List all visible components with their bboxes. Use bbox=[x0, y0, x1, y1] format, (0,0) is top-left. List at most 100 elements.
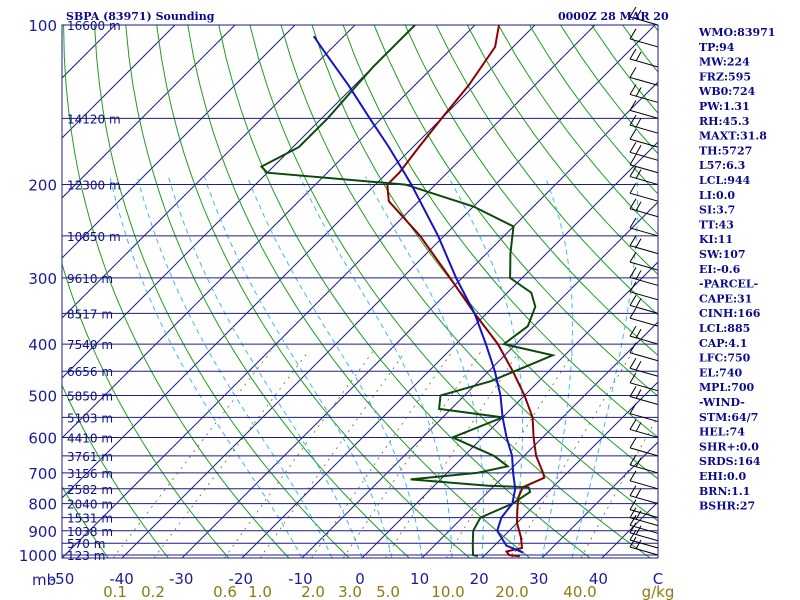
wind-barb-flag bbox=[635, 298, 642, 308]
wind-barb bbox=[629, 16, 659, 26]
wind-barb bbox=[629, 317, 659, 327]
wind-barb bbox=[629, 539, 659, 549]
temperature-tick-label: -10 bbox=[288, 570, 313, 588]
wind-barb-flag bbox=[629, 454, 637, 466]
mixing-ratio-tick-label: 5.0 bbox=[376, 583, 400, 600]
wind-barb bbox=[629, 164, 659, 174]
mixing-ratio-tick-label: 2.0 bbox=[301, 583, 325, 600]
wind-barb-flag bbox=[629, 128, 637, 140]
wind-barb-flag bbox=[629, 536, 637, 548]
stability-index: LCL:885 bbox=[699, 322, 750, 335]
temperature-tick-label: 0 bbox=[355, 570, 365, 588]
wind-barb-flag bbox=[629, 522, 637, 534]
stability-index: CINH:166 bbox=[699, 307, 761, 320]
wind-barb-flag bbox=[629, 386, 637, 397]
wind-barb-flag bbox=[629, 342, 637, 354]
wind-barb-flag bbox=[635, 457, 642, 468]
dry-adiabat-line bbox=[311, 25, 658, 480]
height-label: 1531 m bbox=[67, 512, 113, 526]
dry-adiabat-line bbox=[94, 25, 350, 558]
mixing-ratio-tick-label: 40.0 bbox=[563, 583, 596, 600]
isotherm-line bbox=[301, 201, 658, 558]
wind-barb-flag bbox=[629, 325, 637, 337]
wind-barb-flag bbox=[629, 470, 637, 482]
temperature-tick-label: 40 bbox=[589, 570, 608, 588]
wind-barb bbox=[629, 58, 659, 68]
dry-adiabat-line bbox=[404, 25, 658, 357]
height-label: 8517 m bbox=[67, 307, 113, 321]
stability-index: BRN:1.1 bbox=[699, 485, 750, 498]
wind-barb-flag bbox=[629, 251, 637, 263]
wind-barb bbox=[629, 447, 659, 457]
dry-adiabat-line bbox=[125, 25, 410, 558]
mixing-ratio-tick-label: 10.0 bbox=[431, 583, 464, 600]
stability-index: -PARCEL- bbox=[699, 278, 758, 291]
stability-index: LCL:944 bbox=[699, 174, 751, 187]
wind-barb-flag bbox=[629, 507, 637, 518]
height-label: 2040 m bbox=[67, 498, 113, 512]
pressure-tick-label: 400 bbox=[28, 336, 57, 354]
height-label: 2582 m bbox=[67, 483, 113, 497]
isotherm-line bbox=[181, 81, 658, 558]
wind-barb bbox=[629, 335, 659, 345]
wind-barb-flag bbox=[635, 510, 642, 520]
wind-barb-flag bbox=[635, 389, 642, 399]
height-label: 3156 m bbox=[67, 467, 113, 481]
height-label: 6656 m bbox=[67, 365, 113, 379]
temperature-tick-label: -50 bbox=[50, 570, 75, 588]
wind-barb-flag bbox=[635, 169, 642, 179]
pressure-tick-label: 200 bbox=[28, 177, 57, 195]
stability-index: BSHR:27 bbox=[699, 500, 755, 513]
wind-barb-flag bbox=[635, 9, 642, 20]
mixing-ratio-line bbox=[224, 351, 374, 558]
wind-barb bbox=[629, 93, 659, 103]
wind-barb bbox=[629, 428, 659, 438]
stability-index: L57:6.3 bbox=[699, 159, 745, 172]
moist-adiabat-line bbox=[365, 176, 484, 558]
sounding-profiles bbox=[259, 25, 556, 558]
wind-barb bbox=[629, 76, 659, 86]
temperature-tick-label: 10 bbox=[410, 570, 429, 588]
wind-barb-flag bbox=[629, 154, 637, 166]
height-label: 12300 m bbox=[67, 179, 121, 193]
stability-index: SW:107 bbox=[699, 248, 746, 261]
stability-index: CAPE:31 bbox=[699, 292, 752, 305]
dry-adiabat-line bbox=[218, 25, 591, 558]
dry-adiabat-line bbox=[62, 262, 230, 558]
dry-adiabat-line bbox=[62, 485, 109, 558]
mixing-ratio-line bbox=[445, 351, 575, 558]
wind-barb-flag bbox=[635, 525, 642, 536]
wind-barb-flag bbox=[629, 529, 637, 541]
moist-adiabat-line bbox=[299, 176, 453, 558]
wind-barb-flag bbox=[635, 87, 642, 97]
wind-barb-flag bbox=[629, 28, 637, 40]
background-grid bbox=[62, 25, 658, 558]
stability-index: PW:1.31 bbox=[699, 100, 750, 113]
stability-index: LI:0.0 bbox=[699, 189, 735, 202]
height-label: 570 m bbox=[67, 537, 105, 551]
height-label: 123 m bbox=[67, 549, 105, 563]
wind-barb bbox=[629, 276, 659, 286]
station-title: SBPA (83971) Sounding bbox=[66, 10, 215, 23]
stability-index: TH:5727 bbox=[699, 144, 752, 157]
wind-barb bbox=[629, 261, 659, 271]
plot-frame bbox=[61, 24, 659, 559]
mixing-ratio-tick-label: 20.0 bbox=[495, 583, 528, 600]
wind-barb-flag bbox=[635, 361, 642, 371]
wind-barb-flag bbox=[635, 328, 642, 339]
wind-barb-flag bbox=[635, 117, 642, 128]
mixing-ratio-tick-label: 0.6 bbox=[213, 583, 237, 600]
pressure-tick-label: 300 bbox=[28, 270, 57, 288]
wind-barb bbox=[629, 382, 659, 392]
wind-barb bbox=[629, 532, 659, 542]
moist-adiabat-line bbox=[447, 176, 523, 558]
wind-barb-flag bbox=[635, 488, 642, 498]
isotherm-line bbox=[62, 25, 596, 558]
wind-barb-flag bbox=[629, 419, 637, 430]
wind-barb-flag bbox=[635, 201, 642, 211]
stability-index: MPL:700 bbox=[699, 381, 755, 394]
moist-adiabat-line bbox=[571, 176, 639, 558]
wind-barb bbox=[629, 151, 659, 161]
parcel-profile bbox=[312, 35, 524, 554]
mixing-ratio-line bbox=[153, 351, 309, 558]
